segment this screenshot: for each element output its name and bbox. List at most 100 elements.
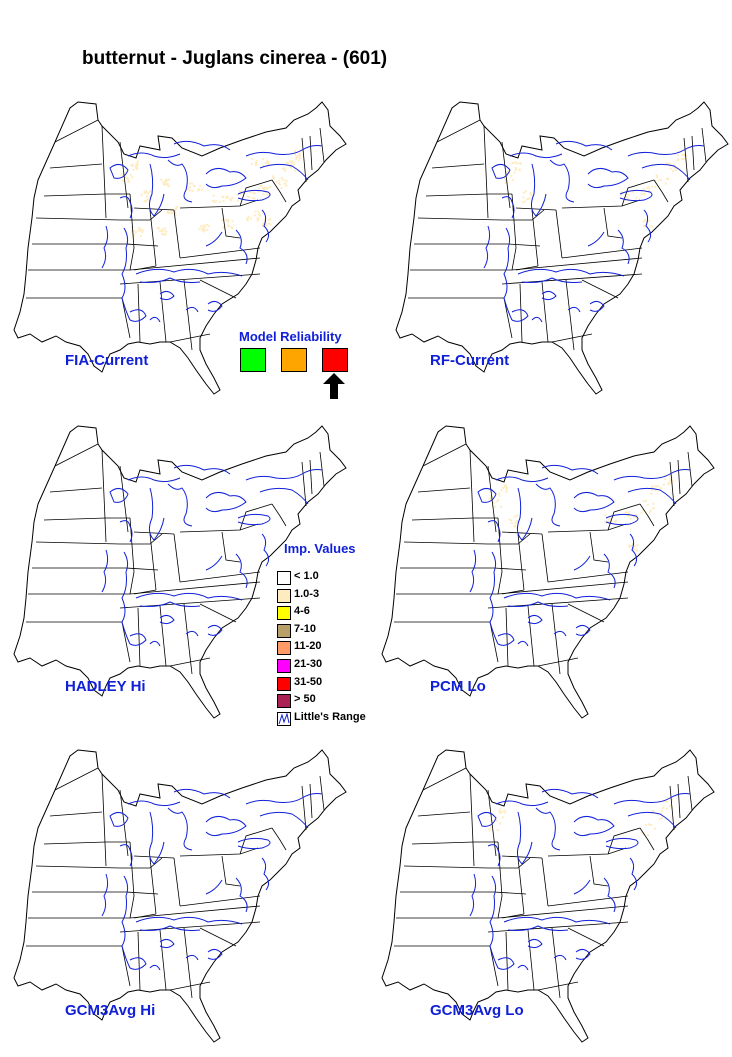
importance-dot [282,167,285,170]
importance-dot [683,158,686,161]
importance-dot [282,179,285,181]
importance-dot [673,164,676,167]
range-line [235,229,248,265]
state-boundary [417,811,471,817]
importance-dot [292,165,295,167]
importance-dot [143,190,146,193]
range-line [627,145,705,157]
range-line [603,877,616,913]
importance-dot [226,196,229,199]
range-line [487,844,501,867]
importance-dot [291,160,294,163]
range-line [587,231,605,247]
state-boundary [125,891,159,895]
importance-dot [264,224,267,227]
state-boundary [653,179,669,203]
state-boundary [129,905,261,919]
state-boundary [54,443,99,467]
importance-dot [660,813,663,815]
importance-dot [669,162,672,165]
importance-dot [166,182,169,185]
legend-label: < 1.0 [294,570,319,582]
importance-dot [255,164,258,167]
range-line [259,163,309,181]
range-line [261,209,270,243]
state-boundary [301,461,307,507]
importance-dot [141,229,144,232]
state-boundary [677,459,681,495]
importance-dot [651,185,654,188]
importance-dot [201,229,204,232]
legend-label: 7-10 [294,622,317,635]
importance-dot [136,160,139,163]
state-boundary [436,119,481,143]
importance-dot [236,193,239,196]
state-boundary [515,207,557,211]
importance-dot [681,153,684,156]
importance-dot [514,524,517,527]
importance-dot [146,198,149,201]
map-outline [381,425,715,719]
range-line [159,290,175,301]
importance-dot [295,158,298,161]
importance-dot [633,545,636,548]
range-line [207,624,223,636]
range-line [477,488,497,503]
range-line [235,553,248,589]
range-line [527,614,543,625]
importance-dot [280,187,283,190]
range-line [119,844,133,867]
map-label: GCM3Avg Lo [430,1002,524,1019]
range-line [477,812,497,827]
importance-dot [625,511,628,514]
range-line [483,225,491,269]
importance-dot [141,231,144,234]
state-boundary [589,531,609,563]
map-fia-current: FIA-Current [10,98,362,398]
importance-dot [630,545,632,547]
importance-dot [526,198,529,201]
importance-dot [297,154,300,157]
state-boundary [497,581,629,595]
importance-dot [231,227,234,230]
importance-dot [300,150,303,153]
importance-dot [139,235,142,238]
importance-dot [225,196,228,199]
range-line [101,873,109,917]
map-drawing [13,101,347,395]
state-boundary [183,603,193,675]
importance-dot [674,168,677,171]
importance-dot [633,515,635,518]
range-line [503,592,611,601]
importance-dot [257,187,260,190]
importance-dot [512,161,515,164]
state-boundary [669,461,675,507]
importance-dot [257,210,260,213]
importance-dot [645,220,648,223]
importance-dot [498,810,501,813]
state-boundary [488,857,531,869]
importance-dot [120,173,123,176]
importance-dot [648,511,651,514]
importance-dot [524,190,527,193]
importance-dot [219,201,222,203]
range-line [495,476,549,483]
importance-dot [651,488,654,491]
importance-dot [240,190,243,193]
importance-dot [499,808,502,811]
importance-dot [667,483,670,486]
importance-dot [499,505,502,508]
range-line [159,938,175,949]
importance-dot [604,514,607,517]
importance-dot [495,819,498,822]
importance-dot [267,222,270,225]
range-line [109,812,129,827]
importance-dot [656,176,659,179]
importance-dot [642,188,645,191]
importance-dot [198,228,201,230]
map-label: GCM3Avg Hi [65,1002,156,1019]
importance-dot [514,168,517,171]
state-boundary [271,827,287,851]
importance-dot [505,490,508,493]
range-line [149,316,161,323]
